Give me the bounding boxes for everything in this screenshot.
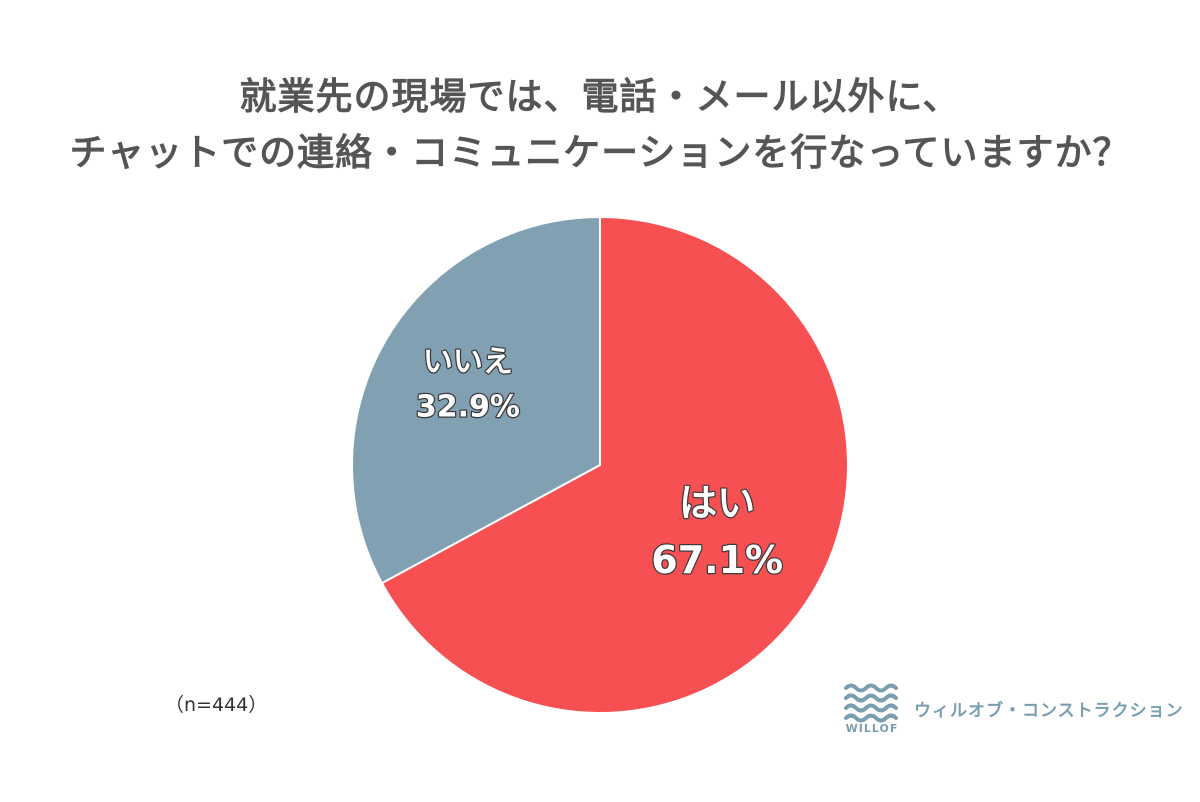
pie-slice-1 [351,215,601,585]
chart-title-line-2: チャットでの連絡・コミュニケーションを行なっていますか？ [69,131,1131,174]
slice-value-label-0: 67.1% [651,538,783,582]
logo-company-name: ウィルオブ・コンストラクション [914,701,1184,721]
waves-icon [844,683,898,723]
willof-logo: WILLOF ウィルオブ・コンストラクション [842,682,1183,742]
slice-category-label-1: いいえ [423,344,513,379]
slice-category-label-0: はい [679,481,755,525]
pie-slice-0 [380,215,849,714]
slice-value-label-1: 32.9% [416,389,520,424]
logo-wordmark: WILLOF [845,722,899,735]
sample-size-note: （n=444） [165,694,268,716]
chart-title-line-1: 就業先の現場では、電話・メール以外に、 [239,75,961,118]
